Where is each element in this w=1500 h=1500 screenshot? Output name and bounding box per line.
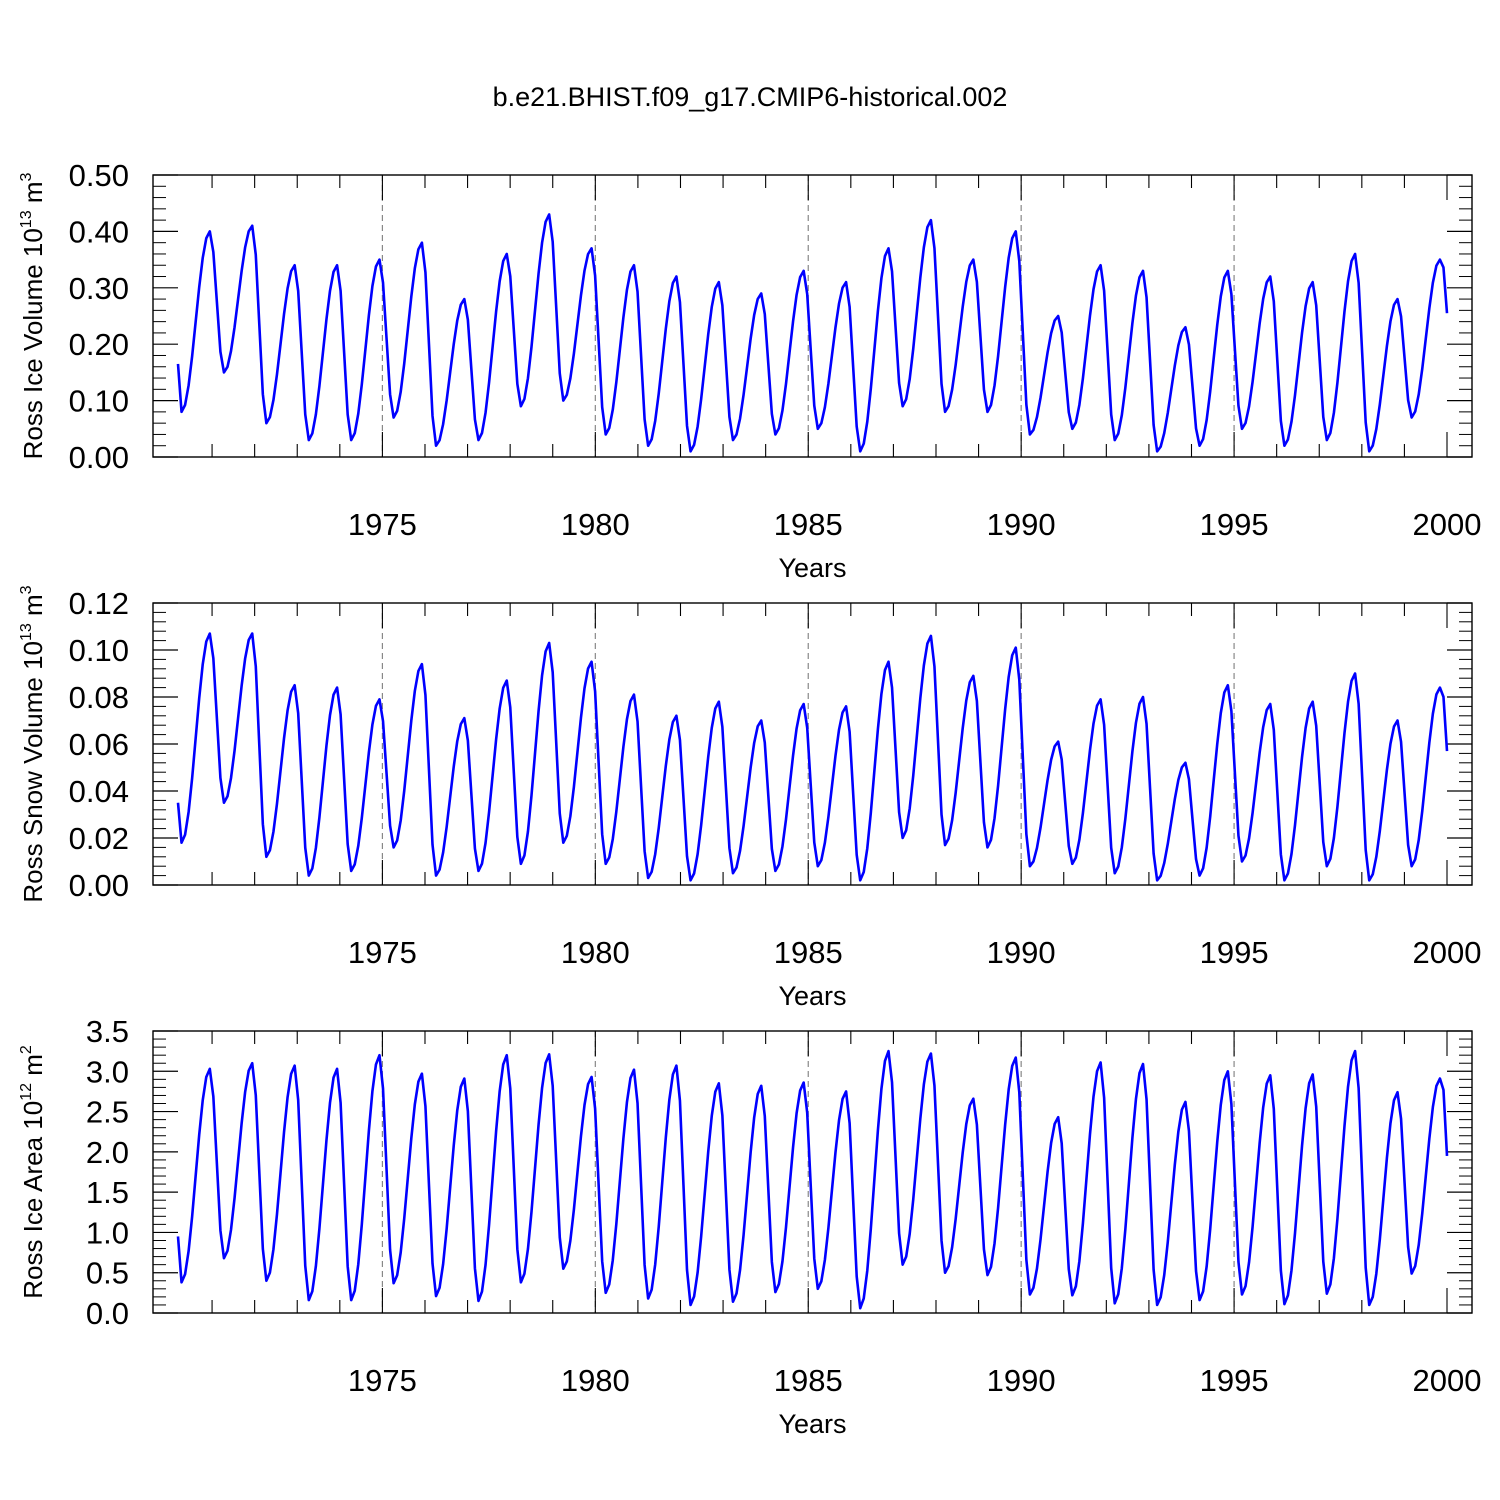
- y-tick-label: 0.00: [69, 868, 129, 903]
- y-tick-label: 2.0: [86, 1135, 129, 1170]
- y-tick-label: 0.50: [69, 158, 129, 193]
- panel-snow-volume: 0.00 0.02 0.04 0.06 0.08 0.10 0.12 1975 1980 1985…: [18, 585, 1481, 1011]
- x-tick-label: 1985: [774, 935, 843, 970]
- y-tick-label: 0.0: [86, 1296, 129, 1331]
- y-tick-label: 1.5: [86, 1175, 129, 1210]
- x-tick-label: 1975: [348, 507, 417, 542]
- x-axis-label: Years: [778, 1409, 846, 1439]
- y-tick-label: 0.06: [69, 727, 129, 762]
- x-tick-label: 2000: [1413, 1363, 1482, 1398]
- chart-title: b.e21.BHIST.f09_g17.CMIP6-historical.002: [492, 82, 1008, 112]
- y-tick-label: 3.5: [86, 1014, 129, 1049]
- y-axis-label: Ross Snow Volume 1013 m3: [18, 585, 48, 902]
- x-tick-label: 1995: [1200, 935, 1269, 970]
- y-tick-label: 0.10: [69, 633, 129, 668]
- x-tick-label: 1980: [561, 1363, 630, 1398]
- y-tick-label: 0.40: [69, 214, 129, 249]
- y-tick-label: 2.5: [86, 1095, 129, 1130]
- x-tick-label: 1985: [774, 507, 843, 542]
- y-tick-label: 0.10: [69, 384, 129, 419]
- y-tick-label: 3.0: [86, 1054, 129, 1089]
- x-tick-label: 1975: [348, 935, 417, 970]
- x-tick-label: 1975: [348, 1363, 417, 1398]
- x-tick-label: 1990: [987, 935, 1056, 970]
- x-tick-label: 1980: [561, 507, 630, 542]
- y-tick-label: 0.04: [69, 774, 129, 809]
- y-tick-label: 0.5: [86, 1256, 129, 1291]
- x-tick-label: 2000: [1413, 507, 1482, 542]
- y-axis-label: Ross Ice Area 1012 m2: [18, 1045, 48, 1299]
- series-line: [176, 632, 1449, 882]
- y-tick-label: 1.0: [86, 1215, 129, 1250]
- plot-frame: [152, 1030, 1473, 1314]
- x-axis-label: Years: [778, 981, 846, 1011]
- x-tick-label: 2000: [1413, 935, 1482, 970]
- plot-frame: [152, 174, 1473, 458]
- y-tick-label: 0.08: [69, 680, 129, 715]
- x-tick-label: 1990: [987, 507, 1056, 542]
- y-tick-label: 0.20: [69, 327, 129, 362]
- y-axis-label: Ross Ice Volume 1013 m3: [18, 172, 48, 459]
- y-tick-label: 0.30: [69, 271, 129, 306]
- x-tick-label: 1990: [987, 1363, 1056, 1398]
- series-line: [176, 1049, 1449, 1310]
- x-tick-label: 1985: [774, 1363, 843, 1398]
- x-tick-label: 1980: [561, 935, 630, 970]
- series-line: [176, 213, 1449, 453]
- x-tick-label: 1995: [1200, 1363, 1269, 1398]
- panel-ice-volume: 0.00 0.10 0.20 0.30 0.40 0.50 1975 1980 1985 1990…: [18, 158, 1481, 583]
- x-axis-label: Years: [778, 553, 846, 583]
- y-tick-label: 0.12: [69, 586, 129, 621]
- y-tick-label: 0.00: [69, 440, 129, 475]
- y-tick-label: 0.02: [69, 821, 129, 856]
- x-tick-label: 1995: [1200, 507, 1269, 542]
- panel-ice-area: 0.0 0.5 1.0 1.5 2.0 2.5 3.0 3.5 1975 1980 1985 1990…: [18, 1014, 1481, 1439]
